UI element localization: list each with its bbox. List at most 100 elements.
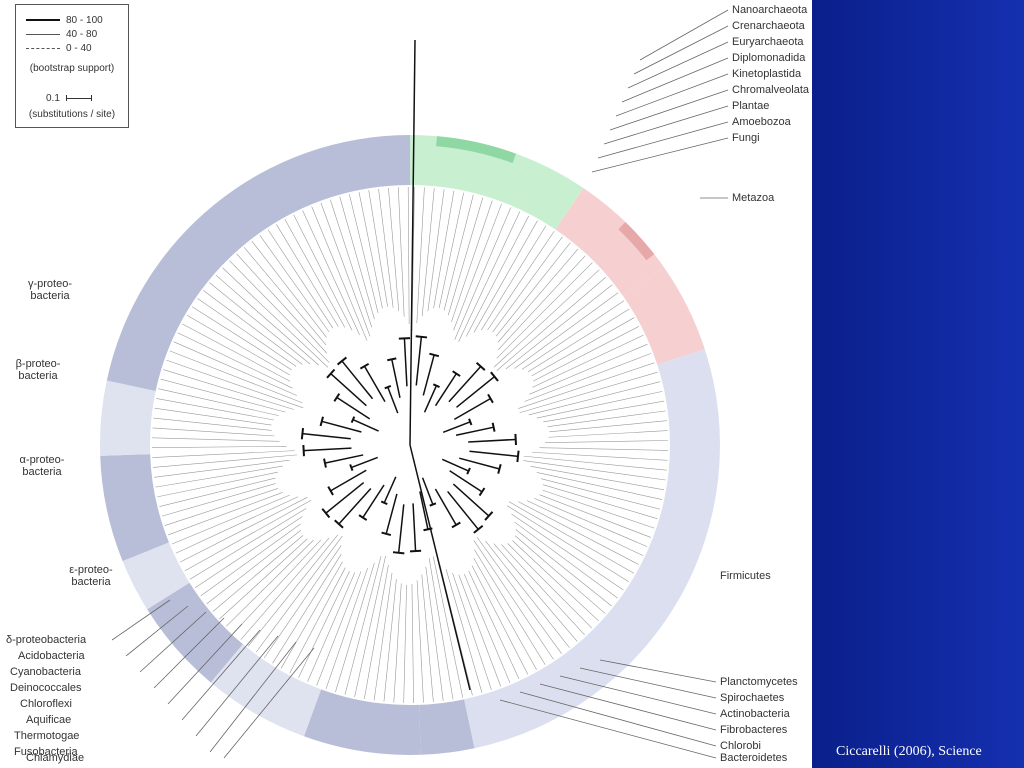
leaf-branch (168, 492, 283, 536)
taxon-label-fusobacteria: Fusobacteria (14, 746, 78, 758)
phylogenetic-tree (100, 9, 729, 759)
internal-branch (468, 438, 516, 443)
leaf-branch (160, 378, 286, 413)
leaf-branch (226, 540, 314, 627)
leader-line-left-bottom (195, 635, 279, 737)
legend-entry-mid: 40 - 80 (26, 28, 97, 40)
leaf-branch (403, 584, 407, 703)
leader-line-right-top (615, 73, 729, 117)
internal-branch (421, 477, 434, 505)
leaf-branch (496, 276, 607, 371)
leaf-branch (298, 571, 350, 678)
leaf-branch (514, 292, 619, 369)
leader-line-right-top (639, 9, 729, 61)
leaf-branch (243, 247, 327, 346)
leaf-branch (536, 472, 663, 500)
leaf-branch (492, 236, 563, 333)
leaf-branch (463, 573, 511, 683)
leaf-branch (320, 202, 371, 337)
internal-branch (385, 493, 398, 535)
leader-line-left-bottom (153, 617, 225, 689)
leaf-branch (152, 454, 298, 468)
legend-caption: (bootstrap support) (29, 63, 115, 74)
leader-line-right-bottom (539, 683, 717, 731)
leaf-branch (427, 189, 445, 312)
leaf-branch (179, 497, 308, 563)
taxon-label-aquificae: Aquificae (26, 714, 72, 726)
leaf-branch (175, 496, 299, 554)
leaf-branch (452, 572, 492, 690)
leaf-branch (508, 501, 635, 574)
leaf-branch (473, 558, 537, 670)
leaf-branch (447, 197, 484, 316)
leaf-branch (240, 537, 330, 640)
leader-line-right-top (609, 89, 729, 131)
taxon-label-plantae: Plantae (732, 100, 770, 112)
leaf-branch (438, 192, 464, 309)
leaf-branch (259, 235, 330, 333)
internal-branch (363, 365, 386, 402)
internal-branch (469, 450, 519, 458)
leaf-branch (233, 539, 322, 634)
leader-line-right-bottom (559, 675, 717, 715)
leaf-branch (443, 194, 474, 311)
leaf-branch (339, 196, 375, 320)
internal-branch (455, 426, 494, 436)
internal-branch (412, 503, 417, 552)
leaf-branch (480, 225, 547, 331)
leaf-branch (548, 430, 668, 438)
sector-eukarya-dark (618, 222, 655, 261)
leaf-branch (152, 445, 287, 449)
leaf-branch (411, 583, 414, 703)
leaf-branch (515, 529, 612, 607)
leader-line-right-top (603, 105, 729, 145)
leader-line-left-bottom (181, 629, 261, 721)
leaf-branch (311, 206, 368, 341)
leaf-branch (378, 188, 394, 308)
internal-branch (441, 458, 469, 472)
leaf-branch (453, 203, 502, 331)
group-label-metazoa: Metazoa (732, 192, 775, 204)
taxon-label-fungi: Fungi (732, 132, 760, 144)
leaf-branch (280, 561, 343, 669)
leaf-branch (511, 513, 624, 591)
leader-line-right-top (597, 121, 729, 159)
leaf-branch (487, 230, 555, 331)
leaf-branch (212, 535, 304, 612)
leader-line-left-bottom (167, 623, 243, 705)
taxon-label-spirochaetes: Spirochaetes (720, 692, 785, 704)
leaf-branch (373, 572, 393, 701)
leaf-branch (425, 566, 444, 701)
sector-metazoa (622, 267, 705, 365)
leaf-branch (523, 460, 666, 481)
leaf-branch (158, 388, 279, 416)
internal-branch (447, 490, 479, 530)
leaf-branch (536, 391, 663, 419)
sector-chlamydiae (210, 644, 322, 737)
sector-archaea-dark (436, 136, 517, 164)
leaf-branch (153, 417, 272, 431)
legend-label: 0 - 40 (66, 42, 92, 54)
internal-branch (352, 418, 379, 432)
scale-bar (65, 95, 92, 101)
leader-line-left-bottom (125, 605, 189, 657)
internal-branch (442, 421, 471, 433)
leaf-branch (307, 572, 356, 682)
internal-branch (303, 447, 352, 452)
taxon-label-delta: δ-proteobacteria (6, 634, 87, 646)
leaf-branch (532, 334, 644, 388)
leaf-branch (272, 554, 342, 664)
legend-swatch (26, 19, 60, 21)
leaf-branch (251, 240, 327, 338)
leaf-branch (501, 544, 585, 636)
leaf-branch (468, 570, 520, 679)
legend-swatch (26, 33, 60, 35)
leaf-branch (521, 300, 625, 370)
sector-cyanobacteria (147, 582, 243, 683)
group-label-firmicutes: Firmicutes (720, 570, 771, 582)
leaf-branch (496, 242, 571, 337)
internal-branch (403, 338, 408, 387)
leaf-branch (206, 530, 302, 605)
leaf-branch (166, 359, 304, 409)
internal-branch (419, 491, 429, 530)
